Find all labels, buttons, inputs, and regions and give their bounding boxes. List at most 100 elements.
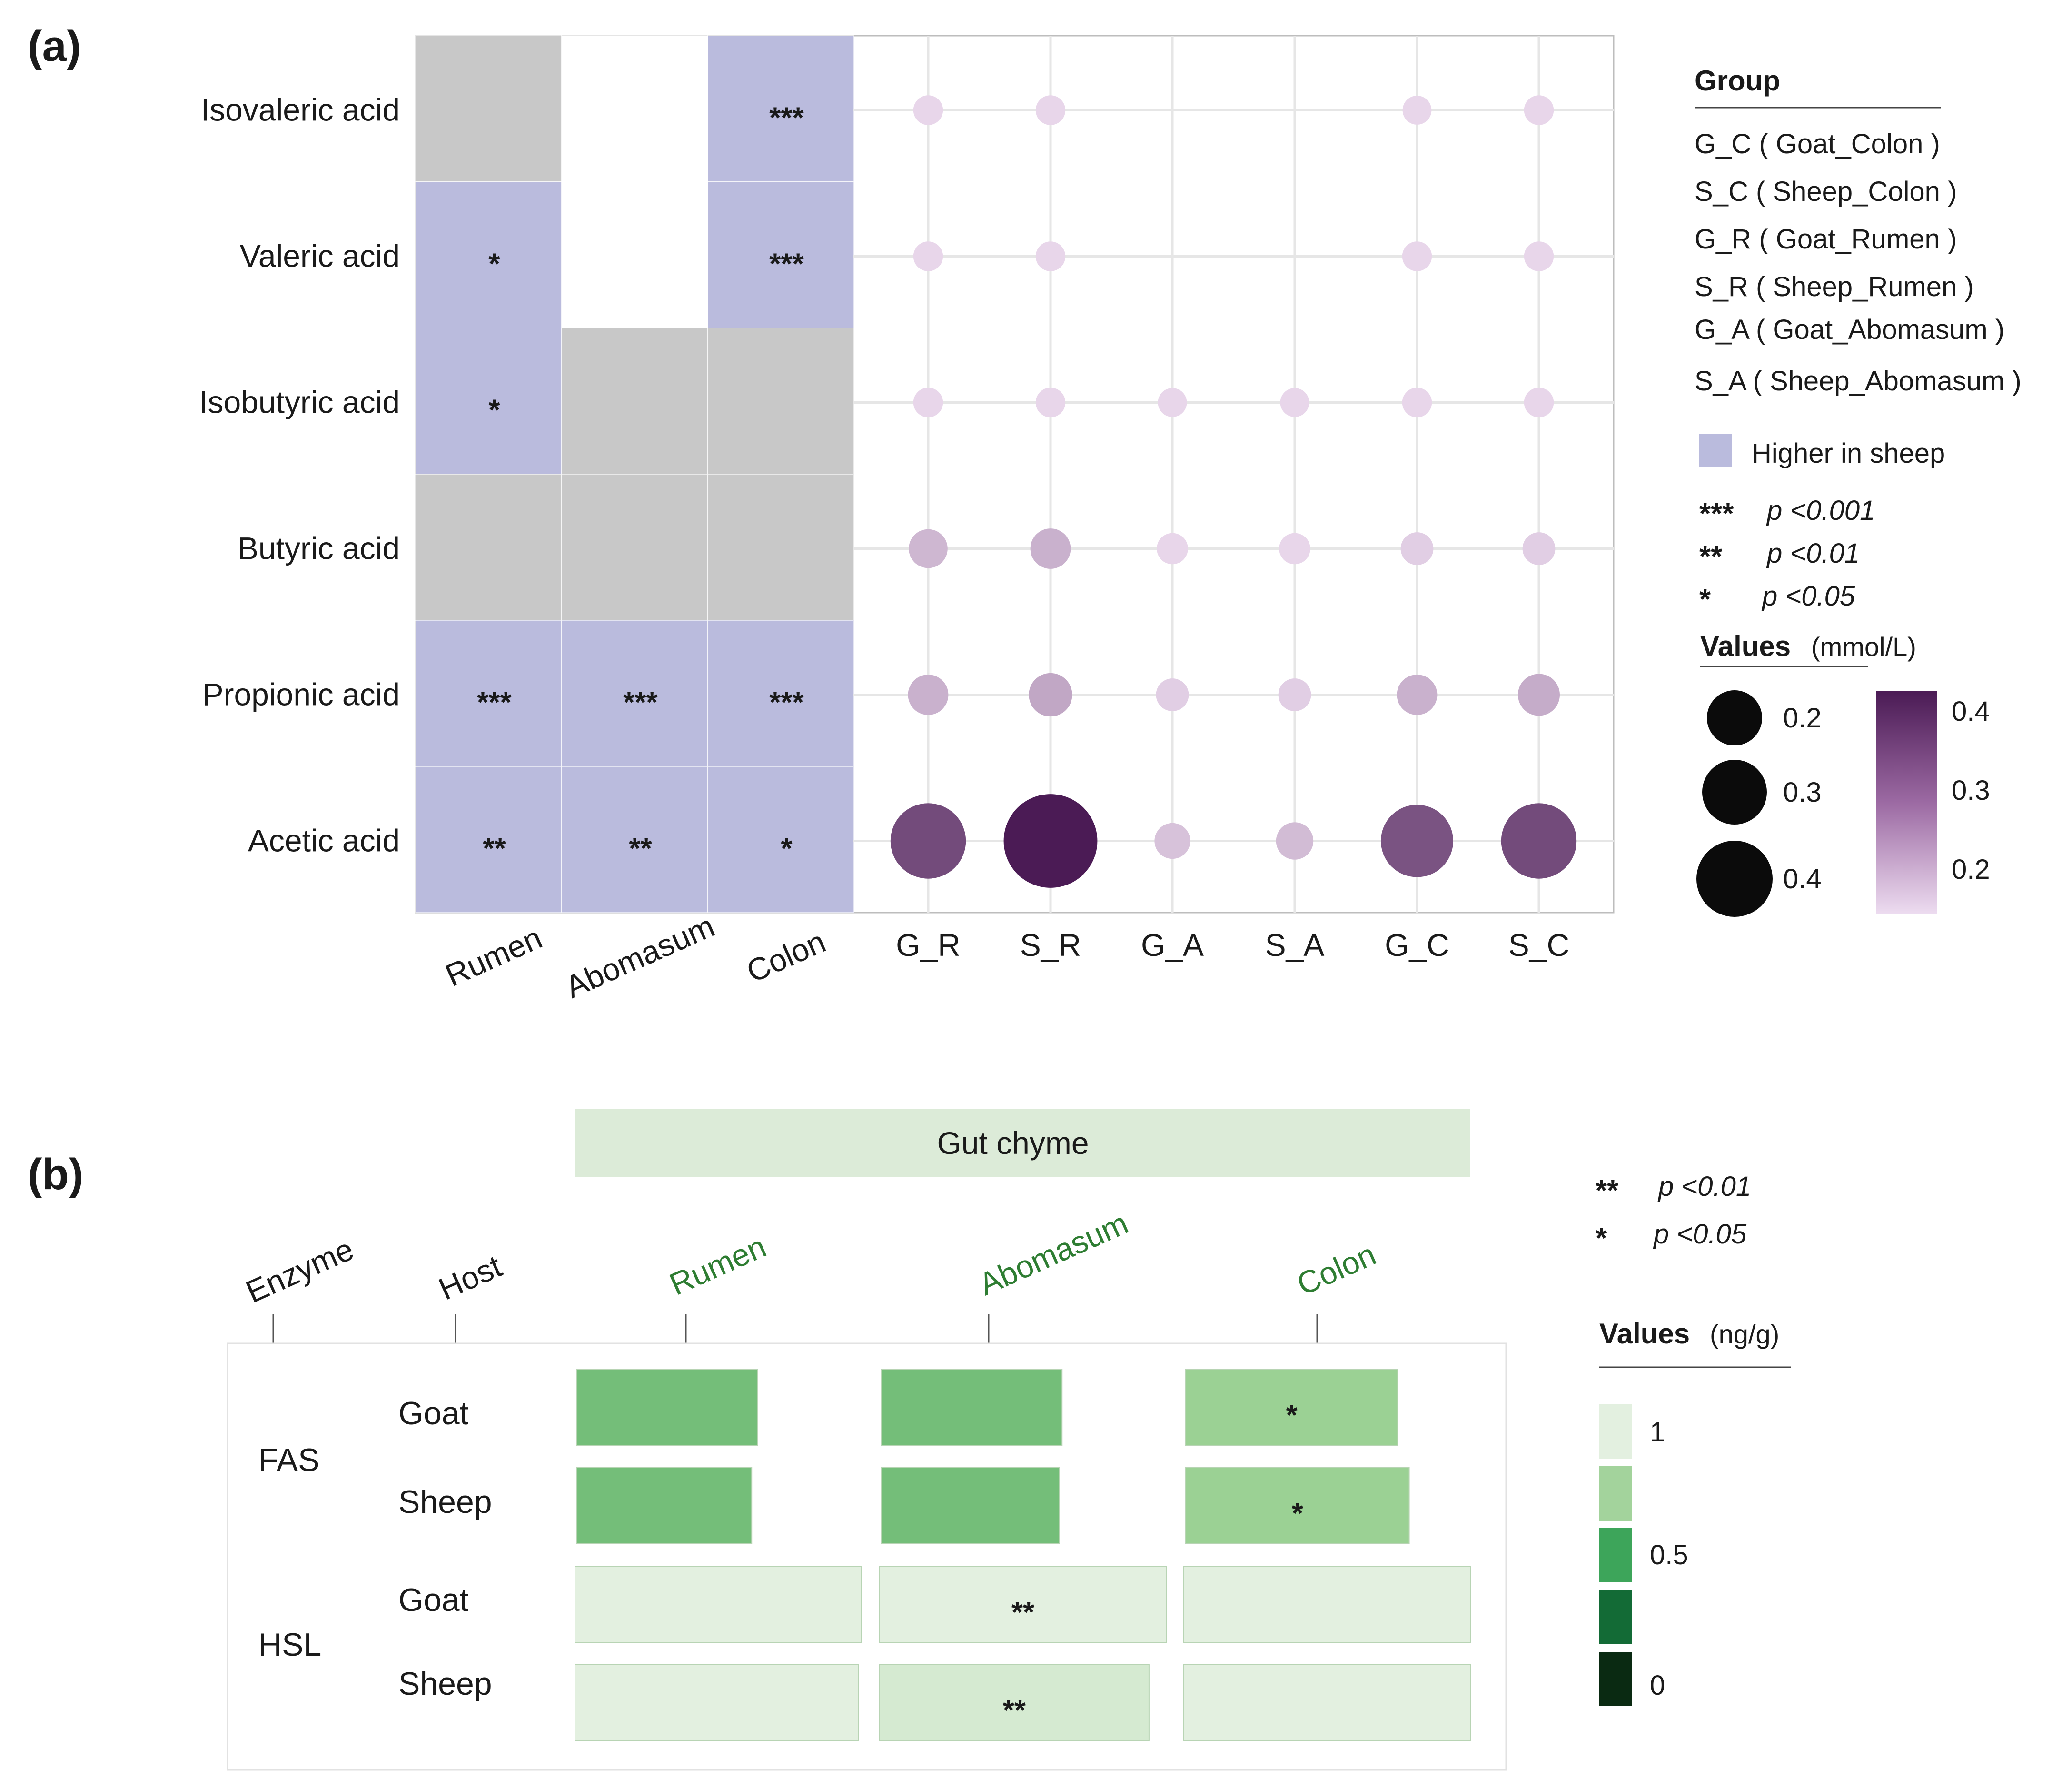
bubble-point xyxy=(1402,96,1432,125)
bubble-point xyxy=(1156,678,1189,711)
color-scale-labels: 0.4 0.3 0.2 xyxy=(1937,696,1990,885)
host-label: Sheep xyxy=(398,1484,492,1520)
site-column-header: Colon xyxy=(1292,1236,1381,1302)
site-column-header: Abomasum xyxy=(974,1205,1133,1302)
heatmap-cell xyxy=(561,181,708,328)
b-significance-threshold: p <0.05 xyxy=(1653,1219,1747,1250)
group-legend-item: S_A ( Sheep_Abomasum ) xyxy=(1695,366,2022,397)
heatmap-cell xyxy=(707,35,854,182)
heatmap-cell xyxy=(561,766,708,913)
host-label: Goat xyxy=(398,1582,469,1618)
b-values-legend-unit: (ng/g) xyxy=(1710,1319,1779,1349)
bubble-point xyxy=(1402,241,1432,271)
bubble-point xyxy=(1524,241,1554,271)
heatmap-significance: * xyxy=(488,394,500,427)
b-significance-stars: * xyxy=(1596,1222,1607,1255)
bar-significance: ** xyxy=(1003,1694,1026,1727)
group-legend-title: Group xyxy=(1695,65,1780,97)
panel-b-column-headers: Enzyme Host Rumen Abomasum Colon xyxy=(241,1205,1381,1343)
scale-swatch xyxy=(1599,1652,1632,1706)
bubble-point xyxy=(1035,388,1066,417)
heatmap-cell xyxy=(561,328,708,475)
enzyme-bar xyxy=(879,1664,1150,1741)
gut-chyme-band xyxy=(575,1109,1470,1177)
panel-a-bubble-grid xyxy=(853,36,1614,913)
group-column-label: S_R xyxy=(1020,927,1081,963)
size-legend-label: 0.3 xyxy=(1783,777,1822,808)
enzyme-bar xyxy=(1183,1566,1471,1643)
heatmap-cell xyxy=(415,181,562,328)
size-legend: 0.2 0.3 0.4 xyxy=(1696,690,1822,917)
panel-a-heatmap: **** ******* *** ***** ** * xyxy=(415,35,1615,914)
heatmap-significance: ** xyxy=(629,833,652,865)
bubble-point xyxy=(913,95,943,125)
group-legend-item: S_R ( Sheep_Rumen ) xyxy=(1695,271,1974,302)
bubble-point xyxy=(913,388,943,417)
bubble-point xyxy=(1518,674,1560,716)
heatmap-cell xyxy=(707,474,854,621)
enzyme-bar xyxy=(576,1369,758,1446)
bar-significance: * xyxy=(1292,1497,1304,1530)
values-legend-title: Values xyxy=(1700,630,1791,662)
host-column-header: Host xyxy=(434,1248,507,1307)
bubble-point xyxy=(908,675,949,715)
host-label: Sheep xyxy=(398,1666,492,1702)
heatmap-significance: ** xyxy=(483,833,506,865)
heatmap-column-label: Colon xyxy=(741,924,831,989)
enzyme-bar xyxy=(881,1369,1063,1446)
bubble-point xyxy=(1524,388,1554,417)
values-legend-unit: (mmol/L) xyxy=(1811,632,1916,662)
heatmap-cell xyxy=(415,620,562,767)
panel-a-significance-legend: *** p <0.001 ** p <0.01 * p <0.05 xyxy=(1699,495,1875,616)
heatmap-cell xyxy=(415,766,562,913)
bubble-point xyxy=(1278,678,1311,711)
size-legend-label: 0.2 xyxy=(1783,703,1822,734)
b-significance-threshold: p <0.01 xyxy=(1657,1171,1751,1202)
enzyme-label: HSL xyxy=(258,1627,321,1663)
bubble-point xyxy=(1035,241,1066,271)
acid-row-label: Butyric acid xyxy=(238,531,400,566)
acid-row-label: Valeric acid xyxy=(240,239,400,274)
group-column-label: S_C xyxy=(1508,927,1569,963)
bubble-point xyxy=(913,241,943,271)
bubble-point xyxy=(1154,823,1190,859)
heatmap-cell xyxy=(707,620,854,767)
scale-label: 0 xyxy=(1650,1670,1665,1701)
bubble-point xyxy=(1276,822,1314,860)
bubble-point xyxy=(1501,803,1577,879)
scale-swatch xyxy=(1599,1528,1632,1582)
scale-swatch xyxy=(1599,1466,1632,1521)
size-legend-circle xyxy=(1702,760,1767,825)
bubble-point xyxy=(1400,532,1434,565)
significance-stars: *** xyxy=(1699,497,1734,530)
bubble-point xyxy=(1524,95,1554,125)
significance-stars: ** xyxy=(1699,540,1723,573)
bubble-point xyxy=(1280,388,1309,417)
bubble-point xyxy=(1522,532,1556,565)
heatmap-cell xyxy=(707,766,854,913)
heatmap-significance: *** xyxy=(769,102,804,135)
heatmap-column-label: Abomasum xyxy=(560,908,720,1004)
color-scale-label: 0.4 xyxy=(1952,696,1990,727)
bubble-point xyxy=(1279,533,1310,565)
size-legend-label: 0.4 xyxy=(1783,864,1822,894)
group-legend-item: S_C ( Sheep_Colon ) xyxy=(1695,176,1957,207)
significance-threshold: p <0.001 xyxy=(1766,495,1875,526)
group-legend-item: G_A ( Goat_Abomasum ) xyxy=(1695,314,2004,345)
higher-in-sheep-label: Higher in sheep xyxy=(1752,438,1945,469)
bubble-point xyxy=(1003,794,1098,888)
enzyme-bar xyxy=(575,1664,859,1741)
acid-row-label: Isobutyric acid xyxy=(199,385,400,420)
bar-significance: ** xyxy=(1011,1596,1035,1629)
panel-a-column-labels: Rumen Abomasum Colon G_R S_R G_A S_A G_C S_C xyxy=(440,908,1569,1004)
b-values-legend-title: Values xyxy=(1599,1318,1690,1350)
panel-b-bars: ****** xyxy=(575,1369,1471,1741)
group-legend-item: G_C ( Goat_Colon ) xyxy=(1695,129,1940,159)
enzyme-bar xyxy=(575,1566,862,1643)
enzyme-bar xyxy=(1185,1369,1398,1446)
group-legend: G_C ( Goat_Colon ) S_C ( Sheep_Colon ) G_R… xyxy=(1695,129,2022,397)
bubble-point xyxy=(890,803,966,879)
significance-stars: * xyxy=(1699,583,1711,616)
host-label: Goat xyxy=(398,1395,469,1431)
